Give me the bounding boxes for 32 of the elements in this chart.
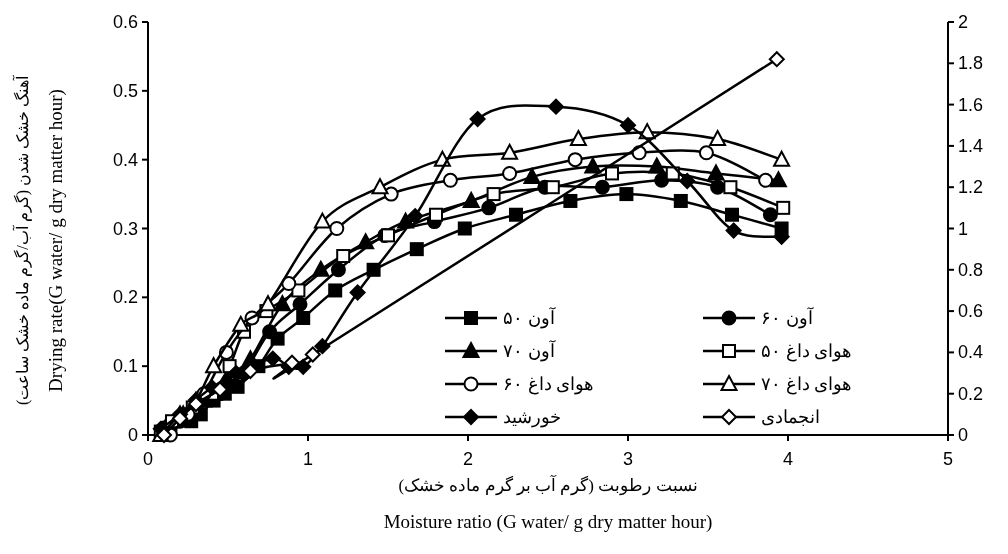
legend-label: هوای داغ ۶۰ (503, 374, 594, 395)
x-tick-label: 1 (302, 449, 314, 469)
legend-label: هوای داغ ۷۰ (761, 374, 852, 395)
y2-tick-label: 0 (958, 425, 969, 445)
x-tick-label: 2 (462, 449, 474, 469)
y-tick-label: 0.5 (112, 80, 138, 101)
y-tick-label: 0.2 (112, 287, 138, 308)
y2-tick-label: 1.6 (958, 94, 984, 115)
x-tick-label: 4 (782, 449, 794, 469)
x-tick-label: 3 (622, 449, 634, 469)
y2-tick-label: 0.8 (958, 259, 984, 280)
y2-tick-label: 0.6 (958, 301, 984, 322)
y-tick-label: 0.1 (112, 356, 138, 377)
y2-tick-label: 1 (958, 218, 969, 239)
x-tick-label: 0 (142, 449, 154, 469)
x-tick-label: 5 (942, 449, 954, 469)
legend-label: خورشید (503, 407, 561, 428)
y2-tick-label: 1.2 (958, 177, 984, 198)
y-tick-label: 0.6 (112, 12, 138, 32)
y-tick-label: 0 (127, 425, 138, 445)
y2-tick-label: 1.8 (958, 53, 984, 74)
legend-label: آون ۶۰ (761, 307, 814, 329)
y2-tick-label: 0.2 (958, 383, 984, 404)
y2-tick-label: 2 (958, 12, 969, 32)
legend-label: انجمادی (761, 407, 820, 427)
legend-label: هوای داغ ۵۰ (761, 341, 852, 362)
legend-label: آون ۷۰ (503, 340, 556, 362)
y2-tick-label: 1.4 (958, 135, 984, 156)
legend-label: آون ۵۰ (503, 307, 556, 329)
y-tick-label: 0.3 (112, 218, 138, 239)
y2-tick-label: 0.4 (958, 342, 984, 363)
y-tick-label: 0.4 (112, 149, 138, 170)
